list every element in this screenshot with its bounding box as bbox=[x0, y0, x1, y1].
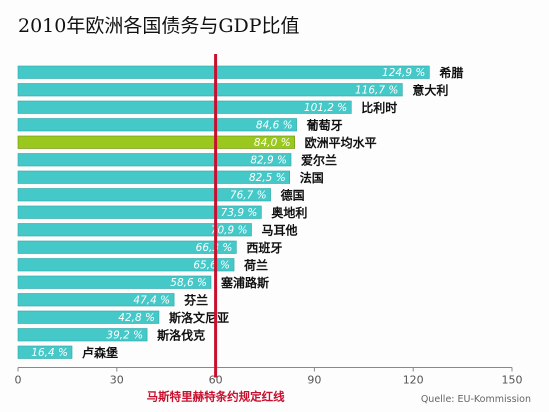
bar-value-label: 82,9 % bbox=[250, 155, 287, 167]
category-label: 塞浦路斯 bbox=[221, 275, 269, 290]
bar-value-label: 84,0 % bbox=[254, 137, 291, 149]
bar-9 bbox=[17, 205, 262, 219]
bar-17 bbox=[17, 345, 73, 359]
x-tick-label: 0 bbox=[15, 374, 22, 387]
bar-value-label: 66,3 % bbox=[196, 242, 233, 254]
bar-value-label: 42,8 % bbox=[118, 312, 155, 324]
bars-group: 124,9 % 希腊 116,7 % 意大利 101,2 % 比利时 84,6 % 葡萄牙 84… bbox=[17, 65, 463, 360]
category-label: 奥地利 bbox=[271, 205, 307, 220]
category-label: 比利时 bbox=[361, 100, 397, 115]
bar-16 bbox=[17, 328, 148, 342]
x-tick-label: 150 bbox=[502, 374, 523, 387]
bar-value-label: 65,6 % bbox=[193, 260, 230, 272]
category-label: 葡萄牙 bbox=[306, 118, 343, 133]
bar-value-label: 70,9 % bbox=[211, 225, 248, 237]
reference-line-label: 马斯特里赫特条约规定红线 bbox=[147, 390, 285, 404]
bar-6 bbox=[17, 153, 292, 167]
bar-value-label: 76,7 % bbox=[230, 190, 267, 202]
bar-value-label: 58,6 % bbox=[170, 277, 207, 289]
bar-12 bbox=[17, 258, 235, 272]
bar-value-label: 39,2 % bbox=[106, 330, 143, 342]
x-axis: 0 30 60 90 120 150 bbox=[15, 367, 523, 387]
category-label: 芬兰 bbox=[183, 293, 208, 308]
category-label: 意大利 bbox=[412, 83, 448, 98]
bar-value-label: 101,2 % bbox=[304, 102, 347, 114]
category-label: 卢森堡 bbox=[82, 345, 118, 360]
bar-value-label: 116,7 % bbox=[355, 85, 398, 97]
chart-title: 2010年欧洲各国债务与GDP比值 bbox=[18, 15, 300, 37]
bar-15 bbox=[17, 310, 160, 324]
x-tick-label: 90 bbox=[307, 374, 321, 387]
category-label: 荷兰 bbox=[243, 258, 268, 273]
bar-13 bbox=[17, 275, 212, 289]
bar-value-label: 82,5 % bbox=[249, 172, 286, 184]
bar-value-label: 47,4 % bbox=[133, 295, 170, 307]
category-label: 爱尔兰 bbox=[301, 153, 337, 168]
category-label: 德国 bbox=[281, 188, 305, 203]
bar-value-label: 124,9 % bbox=[382, 67, 425, 79]
x-tick-label: 60 bbox=[209, 374, 223, 387]
bar-value-label: 84,6 % bbox=[256, 120, 293, 132]
category-label: 法国 bbox=[300, 170, 324, 185]
category-label: 斯洛文尼亚 bbox=[169, 310, 229, 325]
bar-14 bbox=[17, 293, 175, 307]
bar-value-label: 16,4 % bbox=[31, 347, 68, 359]
source-note: Quelle: EU-Kommission bbox=[421, 394, 531, 405]
bar-3 bbox=[17, 100, 352, 114]
bar-2 bbox=[17, 83, 403, 97]
bar-4 bbox=[17, 118, 297, 132]
category-label: 西班牙 bbox=[246, 240, 282, 255]
bar-5 bbox=[17, 135, 295, 149]
bar-11 bbox=[17, 240, 237, 254]
category-label: 斯洛伐克 bbox=[157, 328, 205, 343]
category-label: 马耳他 bbox=[261, 223, 297, 238]
bar-7 bbox=[17, 170, 291, 184]
bar-value-label: 73,9 % bbox=[221, 207, 258, 219]
bar-10 bbox=[17, 223, 252, 237]
x-tick-label: 30 bbox=[110, 374, 124, 387]
x-tick-label: 120 bbox=[403, 374, 424, 387]
bar-1 bbox=[17, 65, 430, 79]
category-label: 欧洲平均水平 bbox=[305, 135, 377, 150]
bar-8 bbox=[17, 188, 271, 202]
category-label: 希腊 bbox=[438, 65, 463, 80]
